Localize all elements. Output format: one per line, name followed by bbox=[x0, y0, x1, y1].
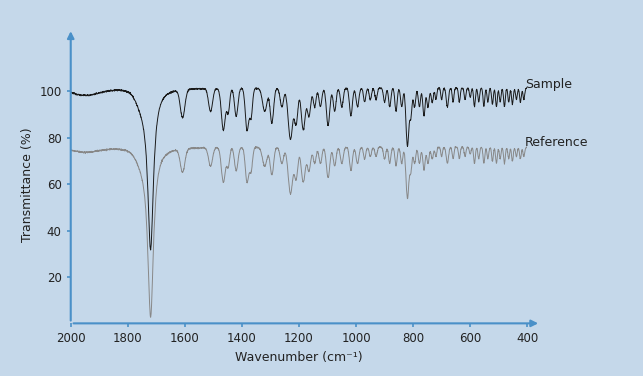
X-axis label: Wavenumber (cm⁻¹): Wavenumber (cm⁻¹) bbox=[235, 351, 363, 364]
Text: Sample: Sample bbox=[525, 78, 572, 91]
Text: Reference: Reference bbox=[525, 136, 588, 149]
Y-axis label: Transmittance (%): Transmittance (%) bbox=[21, 127, 34, 241]
